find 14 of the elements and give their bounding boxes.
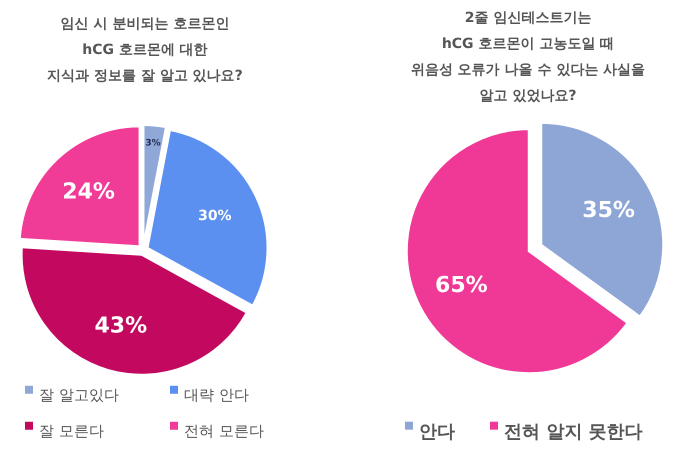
data-label: 30% xyxy=(198,208,232,224)
data-label: 43% xyxy=(94,314,148,339)
legend-label: 대략 안다 xyxy=(184,386,249,404)
chart-title: 2줄 임신테스트기는 hCG 호르몬이 고농도일 때 위음성 오류가 나올 수 있다는 사실을 알고 있었나요? xyxy=(410,10,646,104)
data-label: 24% xyxy=(62,180,115,205)
legend-label: 잘 알고있다 xyxy=(39,386,119,404)
chart-title: 임신 시 분비되는 호르몬인 hCG 호르몬에 대한 지식과 정보를 잘 알고 있나요? xyxy=(47,16,243,84)
legend-label: 전혀 모른다 xyxy=(184,422,264,440)
legend-label: 전혀 알지 못한다 xyxy=(504,422,643,442)
data-label: 65% xyxy=(435,273,488,298)
data-label: 3% xyxy=(145,138,161,148)
legend-label: 잘 모른다 xyxy=(39,422,104,440)
legend-label: 안다 xyxy=(419,422,455,442)
data-label: 35% xyxy=(582,198,635,223)
